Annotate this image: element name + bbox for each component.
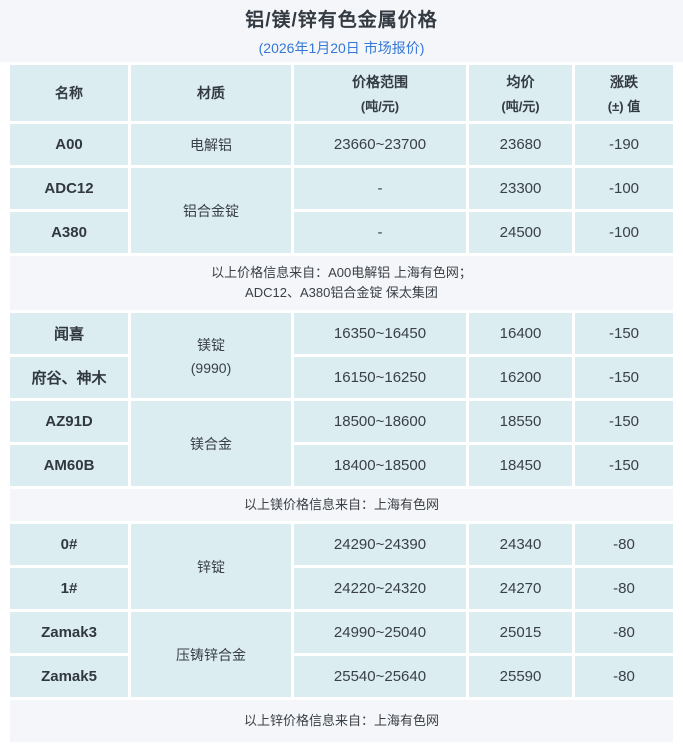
source-note-line: 以上价格信息来自：A00电解铝 上海有色网；	[211, 265, 472, 280]
title-band: 铝/镁/锌有色金属价格 (2026年1月20日 市场报价)	[0, 0, 683, 62]
name-cell: 闻喜	[10, 313, 128, 354]
table-row-0hash: 0# 锌锭 24290~24390 24340 -80	[10, 524, 673, 609]
col-header-change-label: 涨跌	[610, 73, 638, 90]
source-note-magnesium-row: 以上镁价格信息来自：上海有色网	[10, 489, 673, 521]
source-note-aluminum: 以上价格信息来自：A00电解铝 上海有色网； ADC12、A380铝合金锭 保太…	[10, 256, 673, 310]
name-cell: 0#	[10, 524, 128, 565]
table-row-wenxi: 闻喜 镁锭 (9990) 16350~16450 16400 -150	[10, 313, 673, 398]
material-cell-merged: 镁锭 (9990)	[131, 313, 291, 398]
price-range-cell: 24990~25040	[294, 612, 466, 653]
price-table: 名称 材质 价格范围 (吨/元) 均价 (吨/元) 涨跌 (±) 值 A00 电解铝 …	[7, 62, 676, 745]
price-range-cell: -	[294, 212, 466, 253]
col-header-change-unit: (±) 值	[607, 98, 641, 114]
avg-price-cell: 16200	[469, 357, 572, 398]
source-note-magnesium: 以上镁价格信息来自：上海有色网	[10, 489, 673, 521]
table-row-a380: A380 - 24500 -100	[10, 212, 673, 253]
avg-price-cell: 18550	[469, 401, 572, 442]
change-cell: -80	[575, 524, 673, 565]
table-row-zamak3: Zamak3 压铸锌合金 24990~25040 25015 -80	[10, 612, 673, 697]
name-cell: 1#	[10, 568, 128, 609]
name-cell: A00	[10, 124, 128, 165]
change-cell: -80	[575, 656, 673, 697]
price-range-cell: 18500~18600	[294, 401, 466, 442]
source-note-zinc: 以上锌价格信息来自：上海有色网	[10, 700, 673, 742]
material-cell-merged: 压铸锌合金	[131, 612, 291, 697]
price-range-cell: -	[294, 168, 466, 209]
change-cell: -80	[575, 568, 673, 609]
change-cell: -150	[575, 401, 673, 442]
change-cell: -100	[575, 212, 673, 253]
change-cell: -150	[575, 357, 673, 398]
table-row-az91d: AZ91D 镁合金 18500~18600 18550 -150	[10, 401, 673, 486]
col-header-name-label: 名称	[55, 85, 83, 101]
avg-price-cell: 24500	[469, 212, 572, 253]
col-header-avg-price-unit: (吨/元)	[501, 98, 540, 114]
material-cell-merged: 锌锭	[131, 524, 291, 609]
table-row-1hash: 1# 24220~24320 24270 -80	[10, 568, 673, 609]
table-row-zamak5: Zamak5 25540~25640 25590 -80	[10, 656, 673, 697]
table-header-row: 名称 材质 价格范围 (吨/元) 均价 (吨/元) 涨跌 (±) 值	[10, 65, 673, 121]
price-table-wrap: 名称 材质 价格范围 (吨/元) 均价 (吨/元) 涨跌 (±) 值 A00 电解铝 …	[0, 62, 683, 745]
material-cell-merged: 镁合金	[131, 401, 291, 486]
col-header-price-range-label: 价格范围	[352, 73, 408, 90]
name-cell: A380	[10, 212, 128, 253]
table-row-fugu-shenmu: 府谷、神木 16150~16250 16200 -150	[10, 357, 673, 398]
col-header-price-range: 价格范围 (吨/元)	[294, 65, 466, 121]
name-cell: ADC12	[10, 168, 128, 209]
price-range-cell: 24290~24390	[294, 524, 466, 565]
avg-price-cell: 24340	[469, 524, 572, 565]
col-header-material-label: 材质	[197, 85, 225, 101]
change-cell: -150	[575, 313, 673, 354]
col-header-change: 涨跌 (±) 值	[575, 65, 673, 121]
avg-price-cell: 25015	[469, 612, 572, 653]
name-cell: Zamak3	[10, 612, 128, 653]
change-cell: -190	[575, 124, 673, 165]
col-header-price-range-unit: (吨/元)	[360, 98, 400, 114]
page-title: 铝/镁/锌有色金属价格	[245, 9, 438, 31]
avg-price-cell: 25590	[469, 656, 572, 697]
price-range-cell: 25540~25640	[294, 656, 466, 697]
source-note-line: 以上镁价格信息来自：上海有色网	[243, 497, 439, 512]
price-range-cell: 23660~23700	[294, 124, 466, 165]
price-range-cell: 18400~18500	[294, 445, 466, 486]
price-range-cell: 24220~24320	[294, 568, 466, 609]
avg-price-cell: 24270	[469, 568, 572, 609]
name-cell: 府谷、神木	[10, 357, 128, 398]
name-cell: AZ91D	[10, 401, 128, 442]
change-cell: -150	[575, 445, 673, 486]
source-note-line: ADC12、A380铝合金锭 保太集团	[245, 285, 438, 300]
material-cell: 电解铝	[131, 124, 291, 165]
date-subtitle: (2026年1月20日 市场报价)	[258, 39, 425, 56]
table-row-am60b: AM60B 18400~18500 18450 -150	[10, 445, 673, 486]
col-header-material: 材质	[131, 65, 291, 121]
avg-price-cell: 16400	[469, 313, 572, 354]
material-label: 镁锭	[197, 337, 225, 353]
col-header-name: 名称	[10, 65, 128, 121]
col-header-avg-price: 均价 (吨/元)	[469, 65, 572, 121]
col-header-avg-price-label: 均价	[506, 73, 535, 90]
source-note-zinc-row: 以上锌价格信息来自：上海有色网	[10, 700, 673, 742]
avg-price-cell: 18450	[469, 445, 572, 486]
material-grade-label: (9990)	[190, 360, 232, 376]
name-cell: AM60B	[10, 445, 128, 486]
table-row-a00: A00 电解铝 23660~23700 23680 -190	[10, 124, 673, 165]
source-note-line: 以上锌价格信息来自：上海有色网	[243, 713, 439, 728]
material-cell-merged: 铝合金锭	[131, 168, 291, 253]
change-cell: -100	[575, 168, 673, 209]
name-cell: Zamak5	[10, 656, 128, 697]
table-row-adc12: ADC12 铝合金锭 - 23300 -100	[10, 168, 673, 253]
avg-price-cell: 23300	[469, 168, 572, 209]
price-range-cell: 16350~16450	[294, 313, 466, 354]
price-range-cell: 16150~16250	[294, 357, 466, 398]
source-note-aluminum-row: 以上价格信息来自：A00电解铝 上海有色网； ADC12、A380铝合金锭 保太…	[10, 256, 673, 310]
change-cell: -80	[575, 612, 673, 653]
avg-price-cell: 23680	[469, 124, 572, 165]
